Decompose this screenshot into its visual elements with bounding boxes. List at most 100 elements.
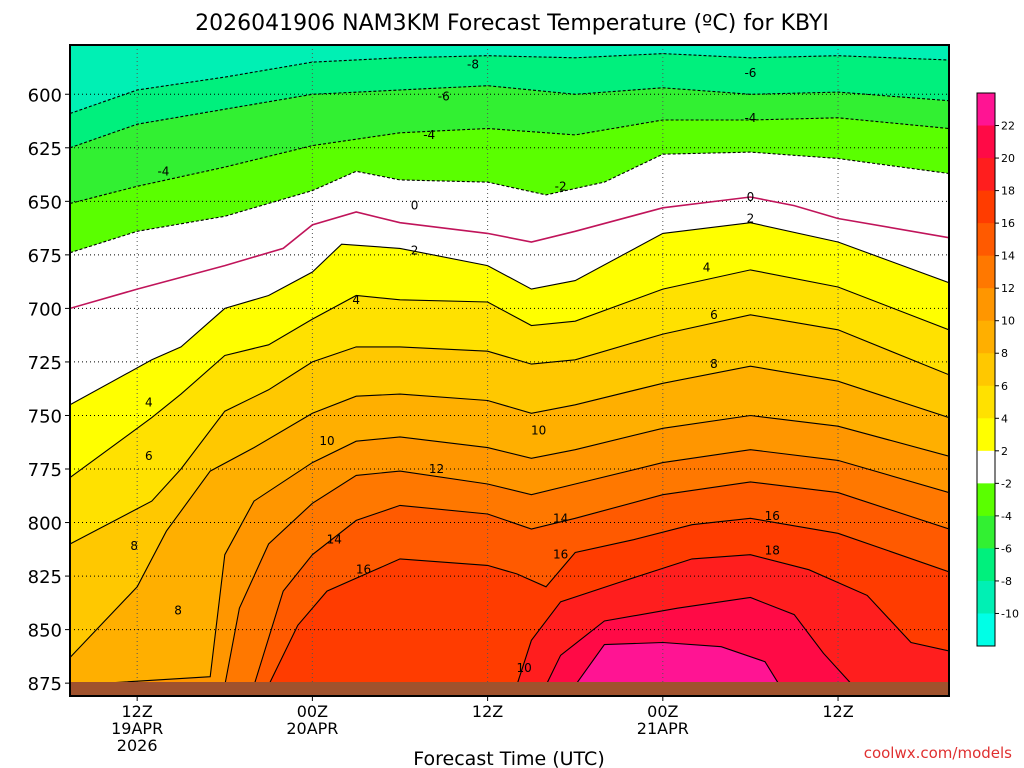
colorbar-bin bbox=[977, 580, 995, 614]
isotherm-label: 6 bbox=[145, 449, 153, 463]
isotherm-label: 10 bbox=[516, 661, 531, 675]
isotherm-lines bbox=[70, 53, 949, 686]
y-tick-label: 800 bbox=[28, 514, 62, 535]
isotherm-label: 14 bbox=[327, 533, 342, 547]
x-tick-label: 00Z bbox=[297, 702, 328, 721]
colorbar-bin bbox=[977, 483, 995, 517]
isotherm-label: -6 bbox=[438, 89, 450, 103]
isotherm-label: 10 bbox=[531, 423, 546, 437]
colorbar-tick-label: 18 bbox=[1001, 185, 1015, 198]
isotherm-label: -4 bbox=[423, 128, 435, 142]
isotherm-14 bbox=[253, 481, 949, 686]
x-tick-label: 12Z bbox=[472, 702, 503, 721]
colorbar-tick-label: -4 bbox=[1001, 510, 1012, 523]
isotherm-label: 4 bbox=[703, 261, 711, 275]
colorbar-tick-label: 6 bbox=[1001, 380, 1008, 393]
colorbar-tick-label: 20 bbox=[1001, 152, 1015, 165]
isotherm-label: -6 bbox=[744, 66, 756, 80]
x-tick-label: 12Z bbox=[122, 702, 153, 721]
y-axis: 600 625 650 675 700 725 750 775 800 825 850 875 bbox=[28, 85, 70, 695]
x-tick-label: 21APR bbox=[637, 719, 689, 738]
colorbar-bin bbox=[977, 158, 995, 192]
colorbar: 22 20 18 16 14 12 10 8 6 4 2 -2 -4 -6 -8 -10 bbox=[976, 92, 1019, 647]
colorbar-bin bbox=[977, 353, 995, 387]
isotherm-2 bbox=[70, 222, 949, 406]
x-tick-label: 19APR bbox=[111, 719, 163, 738]
isotherm-label: 10 bbox=[319, 434, 334, 448]
x-tick-label: 12Z bbox=[822, 702, 853, 721]
isotherm-label: 2 bbox=[411, 244, 419, 258]
colorbar-tick-label: 14 bbox=[1001, 250, 1015, 263]
isotherm-label: 0 bbox=[747, 190, 755, 204]
x-tick-label: 20APR bbox=[286, 719, 338, 738]
isotherm-label: 6 bbox=[710, 308, 718, 322]
colorbar-bin bbox=[977, 190, 995, 224]
y-tick-label: 750 bbox=[28, 406, 62, 427]
colorbar-tick-label: 2 bbox=[1001, 445, 1008, 458]
colorbar-bin bbox=[977, 613, 995, 647]
isotherm-20 bbox=[545, 596, 854, 686]
colorbar-bin bbox=[977, 450, 995, 484]
y-tick-label: 850 bbox=[28, 621, 62, 642]
chart-title: 2026041906 NAM3KM Forecast Temperature (… bbox=[195, 11, 829, 36]
plot-area: -8 -6 -6 -4 -4 -4 -2 0 0 2 2 4 4 4 6 6 8 8 8 10 10 10 12 14 14 16… bbox=[70, 45, 949, 696]
watermark: coolwx.com/models bbox=[864, 744, 1012, 762]
isotherm-label: 0 bbox=[411, 199, 419, 213]
isotherm-22 bbox=[574, 641, 781, 686]
colorbar-bin bbox=[977, 223, 995, 257]
isotherm-label: 4 bbox=[145, 396, 153, 410]
x-axis-label: Forecast Time (UTC) bbox=[413, 748, 604, 768]
isotherm-16 bbox=[268, 517, 949, 686]
colorbar-bin bbox=[977, 288, 995, 322]
x-tick-label: 2026 bbox=[117, 736, 158, 755]
isotherm-18 bbox=[516, 554, 949, 686]
isotherm-label: 12 bbox=[429, 462, 444, 476]
colorbar-bin bbox=[977, 125, 995, 159]
isotherm-label: -8 bbox=[467, 57, 479, 71]
isotherm--6 bbox=[70, 85, 949, 149]
colorbar-tick-label: -10 bbox=[1001, 607, 1019, 620]
colorbar-bin bbox=[977, 515, 995, 549]
y-tick-label: 625 bbox=[28, 139, 62, 160]
y-tick-label: 875 bbox=[28, 674, 62, 695]
colorbar-frame bbox=[976, 92, 996, 647]
isotherm--8 bbox=[70, 53, 949, 115]
x-tick-label: 00Z bbox=[647, 702, 678, 721]
y-tick-label: 700 bbox=[28, 299, 62, 320]
isotherm-label: 18 bbox=[765, 543, 780, 557]
colorbar-tick-label: -6 bbox=[1001, 542, 1012, 555]
isotherm-6 bbox=[70, 314, 949, 545]
isotherm-4 bbox=[70, 269, 949, 479]
colorbar-tick-label: -8 bbox=[1001, 575, 1012, 588]
colorbar-bin bbox=[977, 255, 995, 289]
y-tick-label: 600 bbox=[28, 85, 62, 106]
y-tick-label: 725 bbox=[28, 353, 62, 374]
isotherm-label: 8 bbox=[710, 357, 718, 371]
y-tick-label: 775 bbox=[28, 460, 62, 481]
colorbar-bin bbox=[977, 548, 995, 582]
isotherm-0 bbox=[70, 196, 949, 310]
colorbar-bin bbox=[977, 93, 995, 127]
y-tick-label: 650 bbox=[28, 192, 62, 213]
colorbar-bin bbox=[977, 418, 995, 452]
colorbar-tick-label: 4 bbox=[1001, 412, 1008, 425]
isotherm-label: 2 bbox=[747, 211, 755, 225]
colorbar-bin bbox=[977, 320, 995, 354]
ground-surface bbox=[70, 682, 949, 696]
isotherm--4 bbox=[70, 117, 949, 205]
y-tick-label: 825 bbox=[28, 567, 62, 588]
colorbar-tick-label: 16 bbox=[1001, 217, 1015, 230]
plot-frame bbox=[69, 44, 950, 697]
isotherm-8 bbox=[70, 365, 949, 658]
colorbar-bin bbox=[977, 385, 995, 419]
isotherm-label: 16 bbox=[765, 509, 780, 523]
isotherm-labels: -8 -6 -6 -4 -4 -4 -2 0 0 2 2 4 4 4 6 6 8 8 8 10 10 10 12 14 14 16… bbox=[130, 57, 780, 675]
isotherm-label: -2 bbox=[555, 179, 567, 193]
colorbar-tick-label: 22 bbox=[1001, 120, 1015, 133]
isotherm-12 bbox=[224, 449, 949, 686]
colorbar-tick-label: -2 bbox=[1001, 477, 1012, 490]
isotherm-label: 16 bbox=[356, 563, 371, 577]
y-tick-label: 675 bbox=[28, 246, 62, 267]
